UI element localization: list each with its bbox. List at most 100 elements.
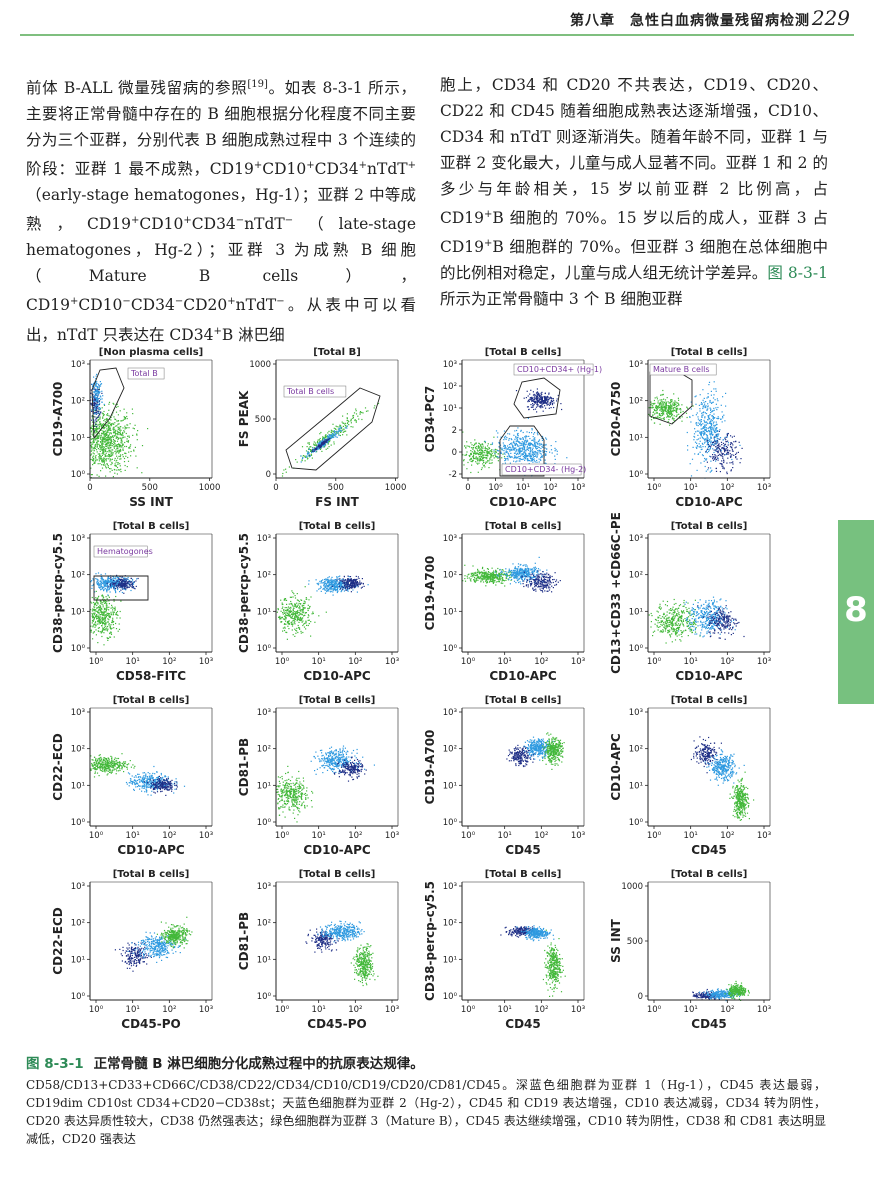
event-dot — [116, 584, 118, 586]
event-dot — [117, 428, 119, 431]
event-dot — [681, 404, 683, 406]
event-dot — [701, 414, 703, 416]
event-dot — [532, 452, 535, 454]
event-dot — [330, 431, 332, 433]
gate-outline[interactable] — [499, 425, 545, 477]
event-dot — [101, 586, 103, 588]
event-dot — [312, 451, 314, 453]
event-dot — [102, 443, 104, 445]
event-dot — [93, 391, 95, 393]
event-dot — [515, 450, 517, 453]
x-tick-label: 10¹ — [126, 657, 140, 667]
event-dot — [510, 447, 512, 449]
event-dot — [484, 449, 486, 452]
event-dot — [304, 607, 306, 609]
event-dot — [284, 619, 286, 621]
event-dot — [345, 425, 347, 427]
event-dot — [325, 435, 327, 437]
event-dot — [326, 441, 328, 443]
event-dot — [119, 591, 121, 593]
event-dot — [533, 460, 536, 462]
event-dot — [121, 444, 124, 446]
event-dot — [480, 444, 482, 446]
event-dot — [109, 437, 111, 439]
event-dot — [523, 445, 525, 447]
event-dot — [501, 447, 503, 449]
figure-reference-link[interactable]: 图 8-3-1 — [767, 264, 828, 283]
event-dot — [296, 606, 298, 608]
event-dot — [97, 453, 99, 455]
event-dot — [503, 450, 505, 452]
event-dot — [545, 462, 547, 464]
event-dot — [103, 614, 105, 616]
event-dot — [121, 584, 123, 586]
event-dot — [655, 412, 657, 414]
event-dot — [306, 446, 308, 448]
text-column-left: 前体 B-ALL 微量残留病的参照[19]。如表 8-3-1 所示，主要将正常骨… — [26, 72, 416, 348]
event-dot — [695, 422, 697, 424]
event-dot — [668, 402, 670, 404]
event-dot — [106, 629, 108, 631]
event-dot — [319, 441, 321, 443]
event-dot — [710, 467, 712, 469]
gate-outline[interactable] — [91, 367, 125, 440]
event-dot — [719, 438, 721, 440]
event-dot — [707, 431, 709, 433]
event-dot — [472, 456, 474, 458]
event-dot — [107, 438, 109, 440]
gate-outline[interactable] — [285, 387, 381, 471]
event-dot — [713, 458, 716, 460]
event-dot — [344, 422, 346, 424]
event-dot — [730, 456, 732, 458]
event-dot — [93, 412, 95, 414]
event-dot — [332, 434, 334, 436]
event-dot — [531, 400, 533, 402]
event-dot — [699, 394, 701, 396]
gate-outline[interactable] — [649, 367, 693, 425]
event-dot — [97, 463, 99, 465]
gate-outline[interactable] — [93, 575, 149, 601]
event-dot — [339, 434, 341, 437]
event-dot — [544, 405, 546, 407]
event-dot — [702, 455, 704, 457]
event-dot — [121, 591, 123, 594]
event-dot — [123, 583, 125, 585]
event-dot — [488, 452, 490, 454]
event-dot — [710, 419, 712, 421]
event-dot — [707, 405, 709, 407]
event-dot — [526, 456, 528, 458]
event-dot — [540, 457, 542, 459]
event-dot — [324, 435, 326, 437]
event-dot — [710, 456, 712, 458]
event-dot — [323, 443, 326, 445]
event-dot — [550, 445, 552, 447]
event-dot — [519, 452, 521, 454]
event-dot — [102, 413, 104, 415]
event-dot — [667, 401, 669, 403]
event-dot — [100, 583, 102, 585]
event-dot — [111, 461, 113, 463]
event-dot — [103, 584, 106, 587]
cell-population-green — [276, 586, 327, 640]
event-dot — [90, 625, 92, 627]
superscript: + — [484, 209, 493, 220]
event-dot — [110, 468, 112, 470]
event-dot — [295, 616, 297, 618]
event-dot — [284, 626, 286, 628]
event-dot — [527, 417, 529, 419]
event-dot — [287, 610, 289, 612]
event-dot — [312, 447, 314, 449]
event-dot — [99, 445, 101, 448]
event-dot — [487, 448, 489, 450]
event-dot — [656, 407, 658, 409]
event-dot — [119, 610, 121, 613]
event-dot — [98, 391, 100, 393]
event-dot — [721, 465, 723, 467]
event-dot — [100, 437, 102, 439]
event-dot — [115, 406, 118, 408]
event-dot — [95, 449, 98, 451]
event-dot — [303, 623, 305, 625]
gate-outline[interactable] — [513, 377, 561, 419]
text-run: 。从表中可以看出，nTdT 只表达在 CD34 — [26, 296, 416, 344]
event-dot — [117, 469, 120, 471]
